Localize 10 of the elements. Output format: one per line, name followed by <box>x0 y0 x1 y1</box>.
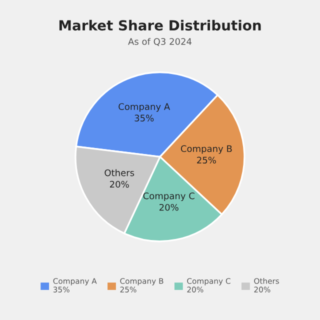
data-label: 35% <box>134 114 154 122</box>
slice-label: Others <box>104 169 134 176</box>
chart-subtitle: As of Q3 2024 <box>128 38 192 46</box>
data-label: 20% <box>159 204 178 211</box>
slice-label: Company C <box>143 192 194 202</box>
data-label: 25% <box>197 156 216 164</box>
slice-label: Company B <box>180 145 232 154</box>
chart-title: Market Share Distribution <box>59 20 261 31</box>
slice-label: Company A <box>118 103 170 112</box>
data-label: 20% <box>110 180 129 188</box>
